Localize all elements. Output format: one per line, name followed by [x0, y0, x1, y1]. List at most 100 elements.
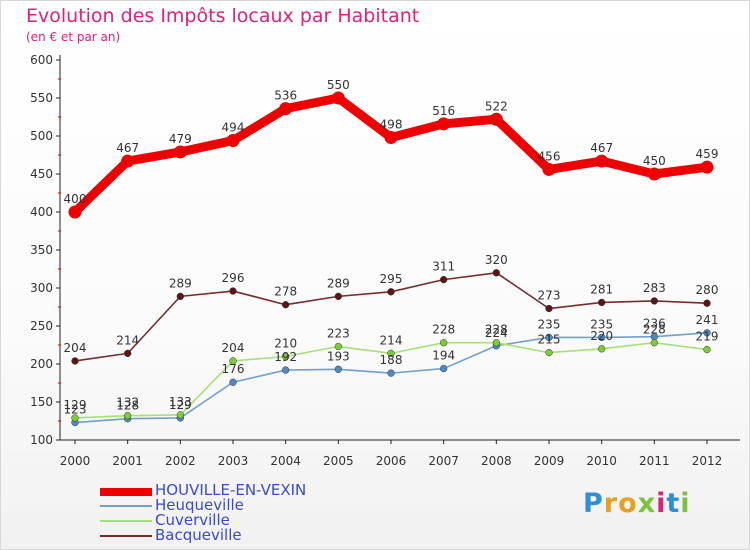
y-tick-label: 350: [30, 243, 53, 257]
proxiti-logo: Proxiti: [583, 488, 691, 519]
data-label: 273: [538, 289, 561, 303]
data-label: 204: [64, 341, 87, 355]
data-label: 235: [538, 317, 561, 331]
chart-title: Evolution des Impôts locaux par Habitant: [26, 5, 420, 27]
data-point: [71, 414, 79, 422]
data-point: [229, 287, 237, 295]
data-point: [387, 369, 395, 377]
data-point: [384, 131, 398, 145]
data-label: 516: [432, 104, 455, 118]
y-tick-label: 400: [30, 205, 53, 219]
x-tick-label: 2011: [639, 454, 670, 468]
data-label: 223: [327, 327, 350, 341]
data-label: 228: [485, 323, 508, 337]
data-label: 289: [327, 276, 350, 290]
y-tick-label: 200: [30, 357, 53, 371]
x-tick-label: 2007: [428, 454, 459, 468]
y-tick-label: 250: [30, 319, 53, 333]
data-label: 219: [696, 330, 719, 344]
y-tick-label: 600: [30, 53, 53, 67]
data-point: [440, 275, 448, 284]
y-tick-label: 500: [30, 129, 53, 143]
data-label: 193: [327, 349, 350, 363]
data-point: [71, 357, 79, 365]
data-point: [545, 348, 553, 357]
data-label: 498: [380, 118, 403, 132]
data-point: [650, 297, 658, 305]
logo-letter: i: [656, 488, 667, 519]
data-point: [124, 349, 132, 358]
data-point: [440, 339, 448, 347]
data-point: [124, 412, 132, 420]
logo-letter: t: [666, 488, 681, 519]
legend-swatch: [100, 505, 152, 507]
data-point: [703, 299, 711, 307]
data-point: [598, 298, 606, 307]
data-point: [334, 342, 342, 351]
data-label: 289: [169, 276, 192, 290]
data-point: [545, 304, 553, 313]
data-label: 192: [274, 350, 297, 364]
data-label: 456: [538, 149, 561, 163]
data-label: 281: [590, 282, 613, 296]
data-label: 123: [64, 403, 87, 417]
x-tick-label: 2005: [323, 454, 354, 468]
data-point: [68, 205, 82, 219]
data-label: 224: [485, 326, 508, 340]
legend-label: HOUVILLE-EN-VEXIN: [155, 481, 307, 499]
data-label: 280: [696, 283, 719, 297]
data-label: 467: [590, 141, 613, 155]
data-point: [334, 292, 342, 301]
data-label: 133: [169, 395, 192, 409]
data-point: [650, 339, 658, 347]
data-label: 228: [432, 323, 455, 337]
data-point: [331, 91, 345, 105]
x-tick-label: 2009: [534, 454, 565, 468]
data-label: 236: [643, 317, 666, 331]
data-label: 194: [432, 349, 455, 363]
data-point: [598, 345, 606, 353]
data-label: 188: [380, 353, 403, 367]
legend-label: Bacqueville: [155, 526, 242, 544]
data-label: 522: [485, 99, 508, 113]
y-tick-label: 450: [30, 167, 53, 181]
data-point: [492, 269, 500, 277]
data-label: 220: [590, 329, 613, 343]
legend-label: Heuqueville: [155, 496, 244, 514]
data-point: [542, 162, 556, 176]
logo-letter: r: [603, 488, 619, 519]
data-point: [647, 167, 661, 181]
data-point: [703, 345, 711, 354]
data-point: [440, 364, 448, 373]
legend-label: Cuverville: [155, 511, 230, 529]
data-label: 494: [222, 121, 245, 135]
x-tick-label: 2003: [218, 454, 249, 468]
data-point: [229, 357, 237, 365]
data-point: [437, 117, 451, 131]
x-tick-label: 2012: [692, 454, 723, 468]
data-point: [121, 154, 135, 168]
data-label: 214: [380, 333, 403, 347]
data-label: 278: [274, 285, 297, 299]
data-label: 450: [643, 154, 666, 168]
data-point: [279, 102, 293, 116]
x-tick-label: 2001: [112, 454, 143, 468]
legend-swatch: [100, 535, 152, 537]
data-label: 459: [696, 147, 719, 161]
data-point: [598, 333, 606, 342]
data-label: 129: [64, 398, 87, 412]
data-label: 210: [274, 336, 297, 350]
data-point: [387, 288, 395, 296]
y-tick-label: 150: [30, 395, 53, 409]
data-point: [334, 365, 342, 373]
data-label: 132: [116, 396, 139, 410]
logo-letter: o: [618, 488, 638, 519]
y-tick-label: 550: [30, 91, 53, 105]
x-tick-label: 2004: [270, 454, 301, 468]
data-point: [489, 112, 503, 126]
data-label: 204: [222, 341, 245, 355]
x-tick-label: 2006: [376, 454, 407, 468]
data-point: [595, 154, 609, 168]
y-tick-label: 300: [30, 281, 53, 295]
